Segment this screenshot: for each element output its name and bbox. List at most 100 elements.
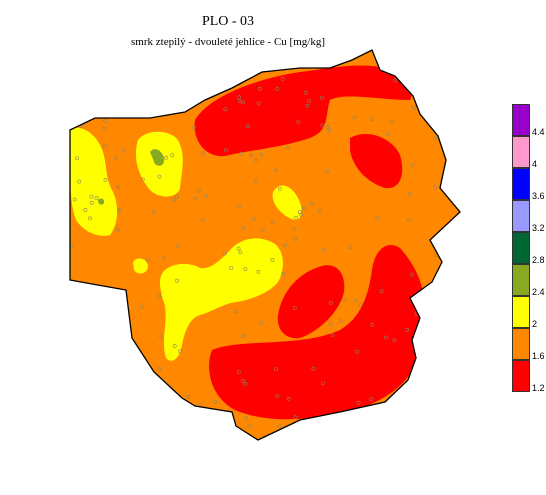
sample-point-marker: [241, 226, 246, 231]
sample-point-marker: [114, 155, 118, 160]
sample-point-marker: [247, 424, 252, 429]
sample-point-marker: [393, 78, 398, 83]
sample-points: [70, 68, 444, 431]
sample-point-marker: [379, 289, 384, 294]
sample-point-marker: [321, 247, 326, 252]
sample-point-marker: [237, 99, 242, 103]
sample-point-marker: [183, 409, 188, 414]
sample-point-marker: [236, 369, 241, 374]
sample-point-marker: [162, 255, 167, 260]
sample-point-marker: [83, 208, 88, 212]
sample-point-marker: [103, 119, 108, 123]
sample-point-marker: [174, 195, 179, 199]
class-fill-2-northwest: [70, 127, 118, 236]
sample-point-marker: [320, 123, 325, 128]
class-fill-2-4-west: [98, 198, 105, 205]
sample-point-marker: [409, 272, 414, 277]
sample-point-marker: [157, 174, 162, 179]
legend-swatch: [512, 296, 530, 328]
sample-point-marker: [275, 394, 280, 399]
sample-point-marker: [201, 419, 206, 424]
sample-point-marker: [75, 156, 80, 161]
sample-point-marker: [241, 334, 246, 338]
legend-swatch: [512, 200, 530, 232]
legend-swatch: [512, 360, 530, 392]
sample-point-marker: [175, 278, 179, 283]
sample-point-marker: [317, 208, 322, 213]
sample-point-marker: [103, 177, 108, 182]
sample-point-marker: [435, 287, 440, 292]
sample-point-marker: [102, 143, 107, 148]
sample-point-marker: [243, 382, 248, 386]
sample-point-marker: [407, 192, 412, 196]
sample-point-marker: [200, 218, 205, 223]
sample-point-marker: [256, 269, 261, 274]
sample-point-marker: [139, 304, 144, 309]
sample-point-marker: [419, 290, 424, 295]
sample-point-marker: [389, 426, 394, 431]
sample-point-marker: [121, 148, 126, 153]
sample-point-marker: [160, 386, 165, 391]
color-legend: [512, 104, 530, 392]
sample-point-marker: [354, 298, 358, 303]
sample-point-marker: [102, 126, 107, 131]
sample-point-marker: [118, 330, 123, 335]
sample-point-marker: [218, 79, 223, 84]
sample-point-marker: [251, 217, 256, 222]
sample-point-marker: [275, 87, 280, 91]
sample-point-marker: [254, 158, 259, 163]
legend-swatch: [512, 232, 530, 264]
map-subtitle: smrk ztepilý - dvouleté jehlice - Cu [mg…: [131, 36, 325, 48]
sample-point-marker: [286, 396, 291, 401]
sample-point-marker: [297, 210, 302, 215]
sample-point-marker: [412, 105, 417, 110]
sample-point-marker: [72, 197, 77, 202]
sample-point-marker: [303, 90, 308, 95]
sample-point-marker: [241, 100, 246, 105]
sample-point-marker: [320, 381, 325, 386]
sample-point-marker: [157, 294, 162, 299]
legend-tick-label: 1.6: [532, 351, 545, 361]
sample-point-marker: [293, 415, 298, 420]
sample-point-marker: [277, 186, 282, 191]
sample-point-marker: [274, 168, 278, 173]
legend-tick-label: 3.2: [532, 223, 545, 233]
sample-point-marker: [140, 177, 145, 182]
sample-point-marker: [358, 303, 363, 307]
sample-point-marker: [164, 155, 169, 160]
sample-point-marker: [369, 397, 374, 402]
sample-point-marker: [330, 333, 335, 338]
legend-tick-label: 4: [532, 159, 538, 169]
sample-point-marker: [100, 401, 105, 406]
sample-point-marker: [270, 257, 275, 262]
legend-tick-label: 4.4: [532, 127, 545, 137]
class-fill-1-2-northeast: [350, 134, 403, 189]
class-fill-2-4-north: [150, 149, 165, 166]
legend-swatch: [512, 264, 530, 296]
sample-point-marker: [319, 95, 324, 100]
sample-point-marker: [355, 349, 360, 354]
sample-point-marker: [352, 115, 357, 120]
sample-point-marker: [89, 200, 94, 205]
sample-point-marker: [93, 335, 97, 339]
legend-swatch: [512, 104, 530, 136]
sample-point-marker: [121, 328, 125, 333]
legend-tick-label: 3.6: [532, 191, 545, 201]
class-fill-2-small-east: [272, 185, 302, 220]
legend-tick-label: 2.4: [532, 287, 545, 297]
sample-point-marker: [178, 349, 183, 354]
sample-point-marker: [128, 346, 133, 351]
sample-point-marker: [342, 298, 347, 303]
sample-point-marker: [392, 338, 397, 343]
sample-point-marker: [171, 197, 176, 202]
sample-point-marker: [433, 136, 438, 141]
sample-point-marker: [244, 69, 249, 74]
sample-point-marker: [385, 132, 390, 137]
sample-point-marker: [203, 194, 208, 198]
sample-point-marker: [328, 300, 333, 305]
sample-point-marker: [309, 201, 314, 206]
sample-point-marker: [253, 179, 258, 184]
sample-point-marker: [196, 188, 201, 193]
class-fill-1-2-south: [208, 244, 427, 420]
